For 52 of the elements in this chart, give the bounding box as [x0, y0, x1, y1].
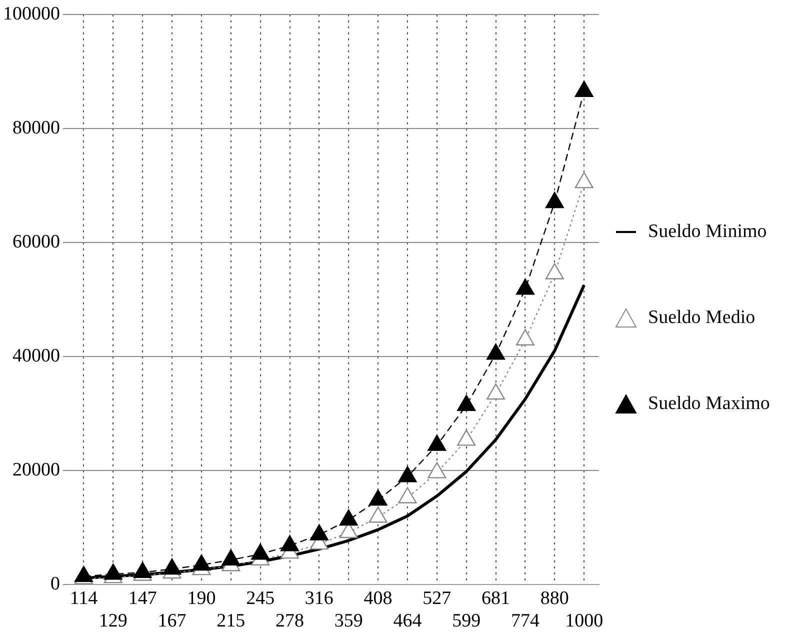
point: [457, 430, 476, 446]
point: [280, 535, 300, 552]
x-tick-label: 167: [158, 610, 186, 632]
x-tick-label: 215: [216, 610, 246, 632]
legend-label: Sueldo Maximo: [648, 393, 770, 415]
x-tick-label: 359: [334, 610, 363, 632]
point: [222, 549, 240, 566]
x-tick-label: 880: [540, 588, 569, 609]
x-tick-label: 774: [510, 610, 540, 632]
point: [574, 172, 594, 188]
point: [574, 80, 594, 97]
point: [457, 394, 476, 412]
y-tick-label: 20000: [12, 459, 60, 480]
x-tick-label: 599: [452, 610, 481, 632]
y-tick-label: 100000: [3, 3, 60, 24]
y-tick-label: 0: [50, 573, 60, 594]
point: [516, 278, 534, 295]
point: [516, 329, 534, 346]
y-tick-label: 60000: [12, 231, 60, 252]
point: [398, 487, 417, 504]
y-tick-label: 80000: [12, 117, 60, 138]
point: [133, 562, 152, 578]
point: [545, 263, 564, 280]
x-tick-label: 1000: [565, 610, 604, 632]
x-tick-label: 408: [364, 588, 392, 609]
point: [310, 524, 328, 540]
point: [192, 554, 211, 571]
point: [251, 544, 270, 560]
x-tick-label: 681: [482, 588, 510, 609]
point: [545, 192, 564, 208]
point: [368, 489, 388, 506]
x-tick-label: 278: [276, 610, 304, 632]
point: [486, 344, 506, 360]
x-tick-label: 464: [393, 610, 422, 632]
x-tick-label: 245: [246, 588, 275, 609]
point: [428, 462, 446, 478]
point: [428, 434, 446, 451]
point: [162, 558, 182, 575]
point: [486, 383, 506, 400]
x-tick-label: 147: [128, 588, 157, 609]
x-tick-label: 129: [98, 610, 128, 632]
point: [368, 506, 388, 523]
x-tick-label: 316: [304, 588, 334, 609]
point: [398, 466, 417, 482]
x-tick-label: 527: [422, 588, 452, 609]
point: [104, 564, 122, 580]
x-tick-label: 190: [187, 588, 216, 609]
y-tick-label: 40000: [12, 345, 60, 366]
point: [339, 509, 358, 526]
legend-label: Sueldo Minimo: [648, 221, 767, 243]
legend-label: Sueldo Medio: [648, 307, 756, 329]
x-tick-label: 114: [70, 588, 98, 609]
